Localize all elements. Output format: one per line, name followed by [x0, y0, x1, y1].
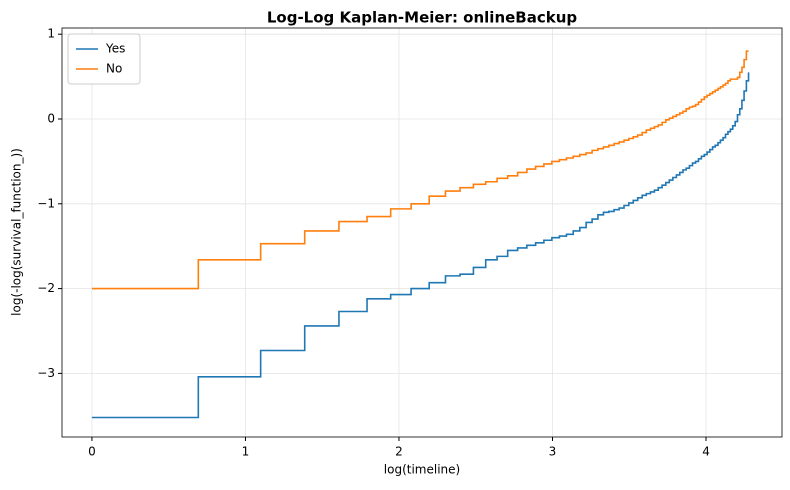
chart-title: Log-Log Kaplan-Meier: onlineBackup: [267, 9, 578, 27]
y-tick-label: 0: [47, 111, 55, 125]
x-tick-label: 4: [702, 445, 710, 459]
legend-label: No: [106, 62, 122, 76]
y-tick-label: −3: [37, 366, 55, 380]
y-axis-label: log(-log(survival_function_)): [10, 148, 24, 316]
x-tick-label: 0: [88, 445, 96, 459]
legend-box: [67, 33, 141, 85]
x-tick-label: 3: [549, 445, 557, 459]
y-tick-label: 1: [47, 27, 55, 41]
series-line: [91, 72, 750, 419]
plot-frame: [61, 27, 783, 438]
series-line: [91, 50, 749, 290]
x-tick-label: 1: [242, 445, 250, 459]
legend-label: Yes: [105, 42, 125, 56]
y-tick-label: −1: [37, 196, 55, 210]
x-axis-label: log(timeline): [384, 463, 460, 477]
y-tick-label: −2: [37, 281, 55, 295]
x-tick-label: 2: [395, 445, 403, 459]
